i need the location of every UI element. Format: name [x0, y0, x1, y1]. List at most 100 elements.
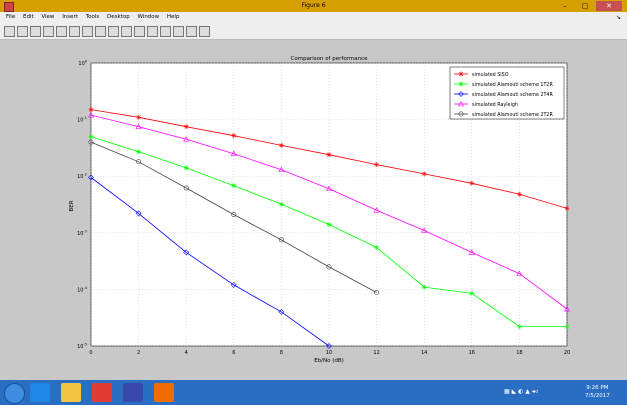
chart-title: Comparison of performance	[291, 56, 369, 62]
data-point	[136, 114, 142, 120]
data-point	[88, 134, 94, 140]
y-tick-label: 10-5	[77, 343, 87, 351]
menu-edit[interactable]: Edit	[22, 14, 34, 20]
pan-icon[interactable]	[95, 26, 106, 37]
menu-window[interactable]: Window	[137, 14, 160, 20]
data-point	[88, 174, 94, 181]
plot-tools-icon[interactable]	[173, 26, 184, 37]
open-icon[interactable]	[17, 26, 28, 37]
x-tick-label: 6	[232, 350, 235, 356]
menu-file[interactable]: File	[6, 14, 16, 20]
y-axis-label: BER	[69, 200, 75, 211]
y-tick-label: 100	[78, 60, 87, 68]
data-point	[326, 343, 332, 349]
media-icon[interactable]	[123, 383, 143, 402]
zoom-in-icon[interactable]	[69, 26, 80, 37]
menu-view[interactable]: View	[41, 14, 55, 20]
series-line	[90, 177, 330, 347]
menu-help[interactable]: Help	[166, 14, 180, 20]
data-point	[278, 201, 284, 207]
chrome-icon[interactable]	[92, 383, 112, 402]
data-point	[564, 324, 570, 330]
data-point	[326, 152, 332, 158]
y-tick-label: 10-4	[77, 286, 88, 294]
clock[interactable]: 9:26 PM 7/5/2017	[585, 384, 610, 400]
y-tick-label: 10-3	[77, 229, 87, 237]
y-axis-ticks: 10-5 10-4 10-3 10-2 10-1 100	[77, 60, 88, 351]
data-point	[231, 133, 237, 139]
print-icon[interactable]	[43, 26, 54, 37]
data-point	[135, 210, 142, 217]
zoom-out-icon[interactable]	[82, 26, 93, 37]
rotate-icon[interactable]	[108, 26, 119, 37]
brush-icon[interactable]	[134, 26, 145, 37]
data-point	[326, 264, 332, 270]
legend: simulated SISO simulated Alamouti scheme …	[449, 66, 565, 120]
start-button[interactable]	[4, 383, 25, 404]
x-tick-label: 8	[280, 350, 283, 356]
data-point	[231, 183, 237, 189]
legend-entry: simulated SISO	[454, 71, 509, 78]
menu-tools[interactable]: Tools	[85, 14, 100, 20]
folder-icon[interactable]	[61, 383, 81, 402]
data-point	[183, 185, 189, 191]
legend-box	[449, 66, 565, 120]
figure-toolbar	[0, 23, 627, 40]
y-tick-label: 10-2	[77, 173, 87, 181]
legend-label: simulated Alamouti scheme 2T4R	[472, 92, 553, 98]
data-point	[183, 136, 190, 142]
x-axis-ticks: 0 2 4 6 8 10 12 14 16 18 20	[89, 350, 570, 356]
x-tick-label: 2	[137, 350, 140, 356]
legend-label: simulated Rayleigh	[472, 102, 518, 108]
legend-label: simulated Alamouti scheme 1T2R	[472, 82, 553, 88]
colorbar-icon[interactable]	[147, 26, 158, 37]
series-2	[88, 174, 332, 349]
taskbar: ▦ ◣ ◐ ▲ ◂◃ 9:26 PM 7/5/2017	[0, 380, 627, 405]
series-4	[88, 139, 380, 296]
dock-icon[interactable]	[199, 26, 210, 37]
dock-arrow-icon[interactable]: ↘	[615, 14, 621, 21]
data-point	[325, 185, 333, 192]
data-point	[374, 162, 380, 168]
menu-bar: File Edit View Insert Tools Desktop Wind…	[0, 12, 627, 23]
menu-insert[interactable]: Insert	[62, 14, 78, 20]
legend-entry: simulated Alamouti scheme 2T2R	[454, 111, 553, 118]
data-point	[458, 71, 464, 77]
data-point	[469, 290, 475, 296]
new-figure-icon[interactable]	[4, 26, 15, 37]
series-line	[90, 114, 568, 310]
data-point	[374, 244, 380, 250]
ie-icon[interactable]	[30, 383, 50, 402]
matlab-icon[interactable]	[154, 383, 174, 402]
legend-entry: simulated Rayleigh	[454, 100, 518, 108]
grid-icon[interactable]	[186, 26, 197, 37]
figure-area: 0 2 4 6 8 10 12 14 16 18 20 10-5 10-4 10-3 10-2 10-1 10…	[0, 40, 627, 380]
data-point	[278, 166, 285, 173]
data-point	[457, 100, 465, 107]
maximize-button[interactable]: ▢	[581, 2, 589, 10]
series-0	[88, 107, 570, 211]
data-point	[516, 191, 522, 197]
x-tick-label: 16	[469, 350, 475, 356]
close-button[interactable]: ✕	[596, 1, 622, 11]
save-icon[interactable]	[30, 26, 41, 37]
menu-desktop[interactable]: Desktop	[107, 14, 130, 20]
clock-time: 9:26 PM	[586, 385, 609, 391]
legend-icon[interactable]	[160, 26, 171, 37]
data-point	[458, 91, 464, 97]
data-point	[183, 124, 189, 130]
legend-entry: simulated Alamouti scheme 1T2R	[454, 81, 553, 88]
clock-date: 7/5/2017	[585, 393, 610, 399]
data-point	[373, 207, 380, 213]
data-cursor-icon[interactable]	[121, 26, 132, 37]
data-point	[421, 227, 428, 233]
data-point	[136, 159, 142, 165]
data-point	[88, 139, 94, 145]
series-lines	[87, 107, 571, 349]
matlab-figure-icon	[4, 2, 14, 12]
data-point	[87, 112, 95, 118]
pointer-icon[interactable]	[56, 26, 67, 37]
minimize-button[interactable]: –	[563, 2, 567, 10]
data-point	[88, 107, 94, 113]
data-point	[563, 305, 571, 312]
